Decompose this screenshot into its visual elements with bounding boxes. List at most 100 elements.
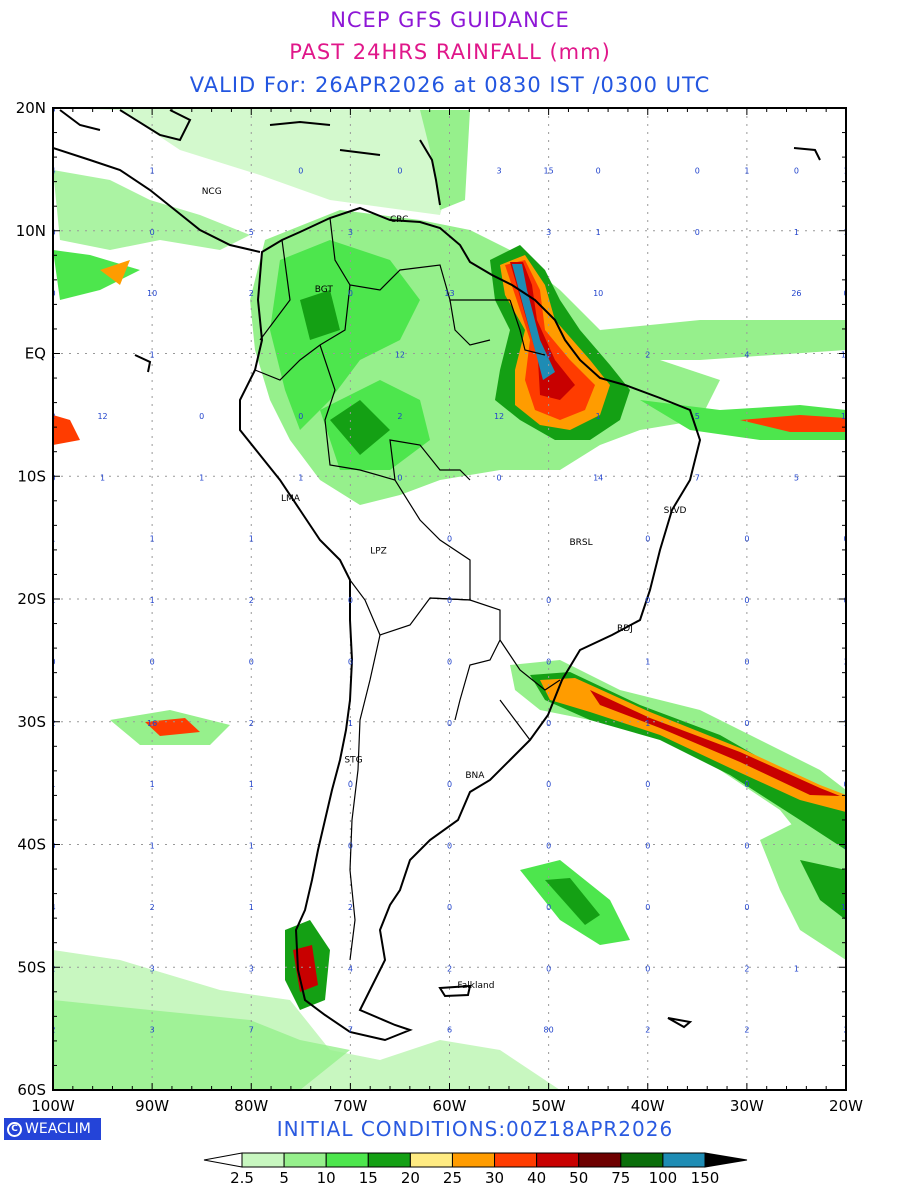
city-label: BNA	[465, 771, 485, 781]
gridpoint-value: 2	[843, 842, 848, 851]
coastlines	[53, 109, 821, 1042]
city-label: BRSL	[569, 538, 592, 548]
gridpoint-value: 0	[645, 964, 650, 973]
gridpoint-value: 16	[147, 719, 157, 728]
city-label: LMA	[281, 494, 301, 504]
gridpoint-value: 0	[50, 289, 55, 298]
gridpoint-value: 0	[150, 657, 155, 666]
city-label: Falkland	[457, 981, 494, 991]
city-label: LPZ	[370, 547, 387, 557]
weaclim-badge: C WEACLIM	[4, 1118, 101, 1140]
gridpoint-value: 0	[893, 964, 898, 973]
copyright-icon: C	[7, 1121, 22, 1137]
gridpoint-value: 0	[645, 903, 650, 912]
gridpoint-value: 0	[843, 780, 848, 789]
gridpoint-value: 2	[744, 964, 749, 973]
gridpoint-value: 2	[249, 719, 254, 728]
lon-label: 70W	[333, 1097, 367, 1115]
gridpoint-value: 0	[546, 842, 551, 851]
weaclim-text: WEACLIM	[25, 1121, 91, 1137]
gridpoint-value: 0	[893, 166, 898, 175]
lon-label: 100W	[31, 1097, 75, 1115]
gridpoint-value: 4	[50, 903, 55, 912]
gridpoint-value: 0	[695, 166, 700, 175]
legend-swatch	[367, 1152, 411, 1168]
legend-swatch	[620, 1152, 664, 1168]
gridpoint-value: 1	[298, 473, 303, 482]
gridpoint-value: 2	[645, 351, 650, 360]
gridpoint-value: 0	[546, 719, 551, 728]
gridpoint-value: 2	[447, 964, 452, 973]
legend-swatch	[451, 1152, 496, 1168]
gridpoint-value: 3	[348, 228, 353, 237]
gridpoint-value: 0	[497, 473, 502, 482]
gridpoint-value: 10	[147, 289, 157, 298]
gridpoint-value: 0	[744, 780, 749, 789]
gridpoint-value: 0	[596, 166, 601, 175]
rainfall-shading	[53, 108, 846, 1090]
gridpoint-value: 2	[645, 1026, 650, 1035]
gridpoint-value: 5	[794, 473, 799, 482]
gridpoint-value: 0	[744, 842, 749, 851]
gridpoint-value: 2	[150, 903, 155, 912]
gridpoint-value: 1	[249, 842, 254, 851]
gridpoint-value: 0	[447, 596, 452, 605]
gridpoint-value: 1	[744, 166, 749, 175]
lon-label: 90W	[135, 1097, 169, 1115]
gridpoint-value: 0	[150, 228, 155, 237]
legend-swatch	[409, 1152, 453, 1168]
gridpoint-value: 1	[843, 166, 848, 175]
legend-label: 10	[317, 1169, 336, 1187]
lon-label: 60W	[433, 1097, 467, 1115]
city-label: BGT	[315, 285, 334, 295]
gridpoint-value: 3	[497, 166, 502, 175]
gridpoint-value: 4	[348, 964, 353, 973]
gridpoint-value: 0	[447, 903, 452, 912]
gridpoint-value: 2	[397, 412, 402, 421]
legend-label: 25	[443, 1169, 462, 1187]
gridpoint-value: 0	[199, 412, 204, 421]
gridpoint-value: 3	[249, 964, 254, 973]
gridpoint-value: 0	[744, 596, 749, 605]
lat-label: 20N	[16, 99, 46, 117]
gridpoint-value: 0	[893, 473, 898, 482]
gridpoint-value: 0	[744, 535, 749, 544]
legend-swatch	[578, 1152, 622, 1168]
city-label: NCG	[202, 187, 222, 197]
gridpoint-value: 0	[744, 657, 749, 666]
city-label: SLVD	[664, 506, 687, 516]
lat-label: 20S	[17, 590, 46, 608]
gridpoint-value: 0	[843, 289, 848, 298]
gridpoint-value: 5	[695, 412, 700, 421]
gridpoint-value: 1	[843, 719, 848, 728]
gridpoint-value: 2	[50, 412, 55, 421]
initial-conditions: INITIAL CONDITIONS:00Z18APR2026	[276, 1117, 674, 1141]
gridpoint-value: 18	[841, 412, 851, 421]
gridpoint-value: 2	[348, 903, 353, 912]
gridpoint-value: 0	[249, 657, 254, 666]
gridpoint-value: 7	[348, 1026, 353, 1035]
gridpoint-value: 1	[249, 903, 254, 912]
gridpoint-value: 0	[843, 535, 848, 544]
gridpoint-value: 1	[50, 535, 55, 544]
legend-over-arrow	[704, 1152, 748, 1168]
gridpoint-value: 1	[794, 964, 799, 973]
gridpoint-value: 1	[50, 780, 55, 789]
gridpoint-value: 4	[744, 351, 749, 360]
gridpoint-value: 0	[546, 596, 551, 605]
gridpoint-value: 0	[645, 842, 650, 851]
gridpoint-value: 3	[546, 351, 551, 360]
lon-label: 40W	[631, 1097, 665, 1115]
lat-label: 10S	[17, 467, 46, 485]
gridpoint-value: 1	[150, 596, 155, 605]
gridpoint-value: 0	[298, 412, 303, 421]
gridpoint-value: 2	[50, 719, 55, 728]
gridpoint-value: 1	[249, 780, 254, 789]
gridpoint-value: 1	[348, 719, 353, 728]
lon-label: 30W	[730, 1097, 764, 1115]
gridpoint-value: 0	[744, 903, 749, 912]
latitude-labels: 20N 10N EQ 10S 20S 30S 40S 50S 60S	[16, 99, 46, 1099]
gridpoint-value: 4	[50, 166, 55, 175]
legend-swatch	[536, 1152, 580, 1168]
gridpoint-value: 1	[645, 657, 650, 666]
